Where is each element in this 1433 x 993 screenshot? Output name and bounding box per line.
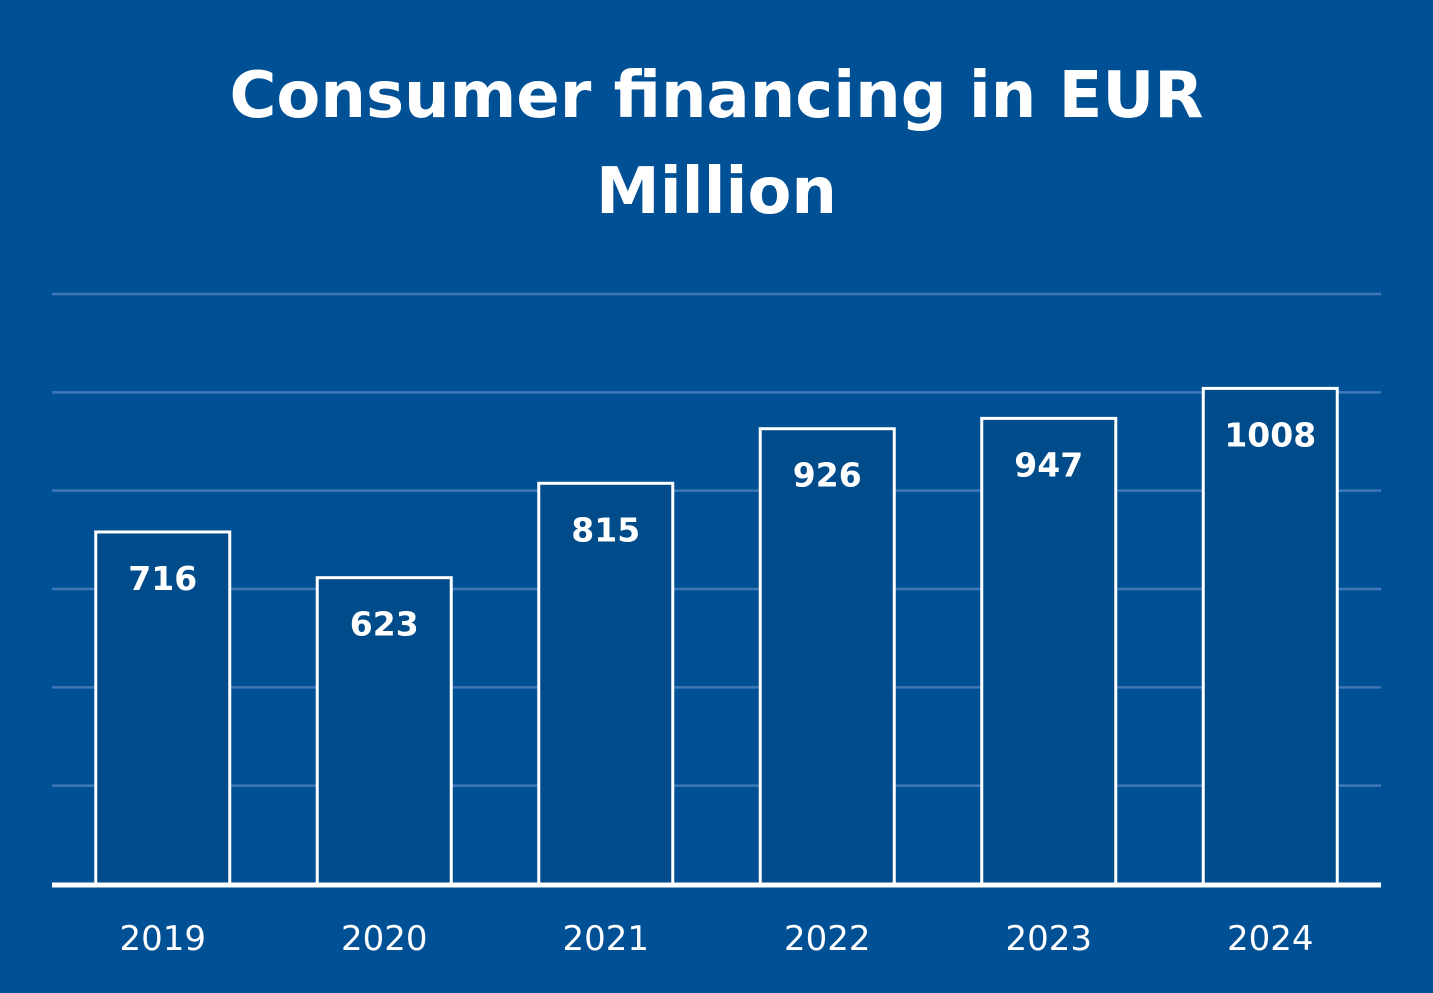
labels: 716 2019 623 2020 815 2021 926 2022 947 2023 1008 2… [119,415,1316,959]
x-tick-label-2021: 2021 [562,919,649,959]
data-label-2024: 1008 [1224,415,1316,454]
data-label-2021: 815 [571,510,640,549]
bar-2023 [980,416,1118,886]
x-tick-label-2023: 2023 [1005,919,1092,959]
data-label-2020: 623 [350,605,419,644]
x-tick-label-2020: 2020 [341,919,428,959]
data-label-2022: 926 [793,456,862,495]
data-label-2023: 947 [1014,445,1083,484]
gridlines [52,292,1381,787]
data-label-2019: 716 [128,559,197,598]
x-tick-label-2022: 2022 [784,919,871,959]
bar-2021 [537,481,675,886]
bar-2019 [94,530,232,886]
bar-2022 [758,427,896,886]
chart-title: Consumer financing in EUR Million [229,59,1204,229]
x-tick-label-2024: 2024 [1227,919,1314,959]
bar-2020 [315,576,453,886]
bars [94,386,1339,886]
bar-2024 [1201,386,1339,886]
x-tick-label-2019: 2019 [119,919,206,959]
